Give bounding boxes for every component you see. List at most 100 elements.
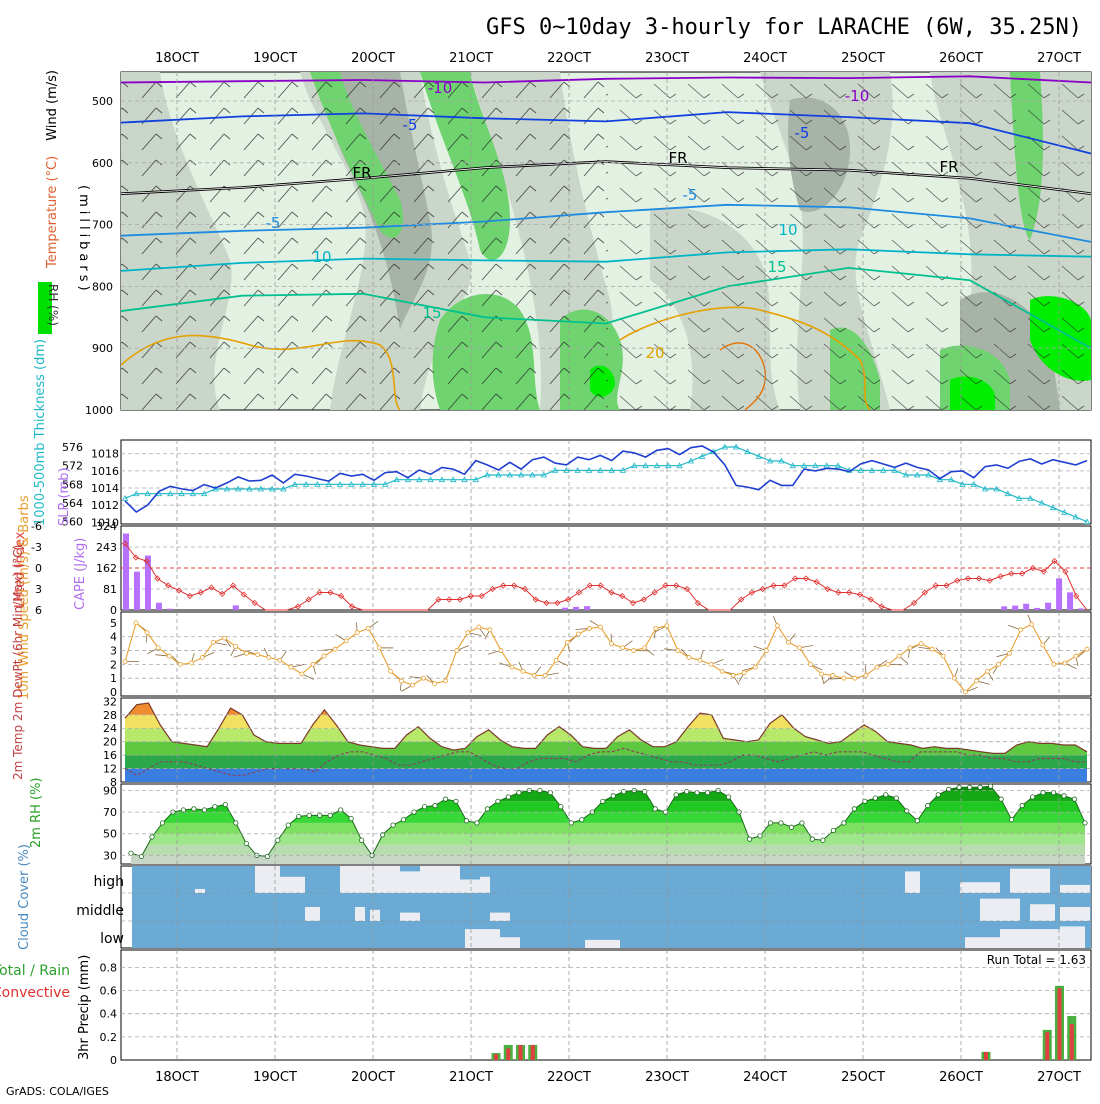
wind-speed-point: [997, 662, 1001, 666]
wind-speed-point: [322, 654, 326, 658]
rh-point: [517, 790, 521, 794]
rh-point: [307, 813, 311, 817]
wind-speed-point: [134, 621, 138, 625]
rh-point: [433, 803, 437, 807]
rh-point: [695, 790, 699, 794]
slp-axis-label: SLP (mb): [57, 467, 72, 526]
top-date-label: 26OCT: [939, 51, 983, 66]
wind-speed-point: [488, 628, 492, 632]
wind-speed-point: [798, 646, 802, 650]
pressure-axis-label: (millibars): [76, 185, 91, 295]
top-date-label: 20OCT: [351, 51, 395, 66]
cloud-cover-block: [460, 880, 480, 894]
bottom-date-label: 21OCT: [449, 1070, 493, 1085]
rh-point: [181, 808, 185, 812]
wind-speed-point: [698, 658, 702, 662]
wind-speed-point: [167, 654, 171, 658]
contour-label: 15: [767, 258, 786, 276]
wind-speed-point: [410, 683, 414, 687]
rh-point: [842, 821, 846, 825]
rh-point: [318, 813, 322, 817]
wind-speed-point: [1074, 654, 1078, 658]
rh-point: [821, 838, 825, 842]
precip-panel: 0.80.60.40.20 Run Total = 1.63 Total / R…: [0, 950, 1091, 1067]
y-tick-label: 243: [96, 541, 117, 554]
rh-point: [684, 789, 688, 793]
cape-bar: [1067, 592, 1073, 610]
rh-point: [999, 797, 1003, 801]
wind-speed-point: [178, 662, 182, 666]
rh-point: [1041, 790, 1045, 794]
wind-speed-point: [786, 640, 790, 644]
y-tick-label: 3: [35, 583, 42, 596]
cape-bar: [167, 609, 173, 610]
cloud-cover-block: [255, 866, 280, 893]
cloud-cover-block: [490, 913, 510, 921]
y-tick-label: 1016: [91, 465, 119, 478]
y-tick-label: 6: [35, 604, 42, 617]
rh-point: [789, 825, 793, 829]
rh-point: [485, 807, 489, 811]
wind-speed-point: [289, 665, 293, 669]
wind-speed-point: [576, 632, 580, 636]
wind-speed-point: [1008, 651, 1012, 655]
y-tick-label: 4: [110, 631, 117, 644]
y-tick-label: 81: [103, 583, 117, 596]
wind-speed-point: [742, 671, 746, 675]
contour-label: -10: [428, 79, 453, 97]
y-tick-label: 1018: [91, 448, 119, 461]
rh-point: [747, 837, 751, 841]
y-tick-label: 1000: [85, 404, 113, 417]
rh-point: [569, 821, 573, 825]
wind-axis-label: Wind (m/s): [45, 70, 60, 141]
y-tick-label: 90: [103, 784, 117, 797]
cape-bar: [584, 606, 590, 610]
cloud-row-label-high: high: [93, 874, 124, 890]
rh-point: [234, 821, 238, 825]
cloud-cover-block: [960, 882, 1000, 893]
cloud-cover-block: [965, 937, 1000, 948]
cape-bar: [562, 608, 568, 610]
bottom-date-label: 25OCT: [841, 1070, 885, 1085]
wind-speed-point: [587, 626, 591, 630]
rh-shading: [121, 72, 1091, 410]
wind-speed-point: [908, 646, 912, 650]
wind-speed-point: [433, 682, 437, 686]
top-date-label: 22OCT: [547, 51, 591, 66]
contour-label: -5: [795, 124, 810, 142]
wind-speed-point: [278, 658, 282, 662]
rh-point: [915, 819, 919, 823]
rh-point: [328, 813, 332, 817]
wind-speed-point: [267, 655, 271, 659]
page-title: GFS 0~10day 3-hourly for LARACHE (6W, 35…: [486, 15, 1082, 40]
contour-label: -5: [683, 186, 698, 204]
rh-point: [454, 799, 458, 803]
y-tick-label: 1: [110, 672, 117, 685]
cloud-cover-block: [305, 907, 320, 921]
wind10m-frame: [121, 612, 1091, 696]
y-tick-label: 900: [92, 342, 113, 355]
cape-bar: [1045, 603, 1051, 610]
cloud-cover-block: [1000, 929, 1060, 948]
rh-point: [380, 833, 384, 837]
wind-speed-point: [366, 626, 370, 630]
wind-speed-point: [687, 655, 691, 659]
rh-point: [506, 795, 510, 799]
cape-bar: [1023, 604, 1029, 610]
cloud-cover-block: [585, 940, 620, 948]
rh-point: [286, 823, 290, 827]
y-tick-label: 70: [103, 806, 117, 819]
wind-speed-point: [775, 624, 779, 628]
wind-speed-point: [930, 647, 934, 651]
rh-point: [768, 821, 772, 825]
rh-point: [213, 805, 217, 809]
wind-speed-point: [985, 669, 989, 673]
wind-speed-point: [941, 654, 945, 658]
wind-speed-point: [731, 673, 735, 677]
precip-ticks: 0.80.60.40.20: [100, 961, 118, 1067]
rh-point: [1051, 790, 1055, 794]
bottom-date-label: 19OCT: [253, 1070, 297, 1085]
